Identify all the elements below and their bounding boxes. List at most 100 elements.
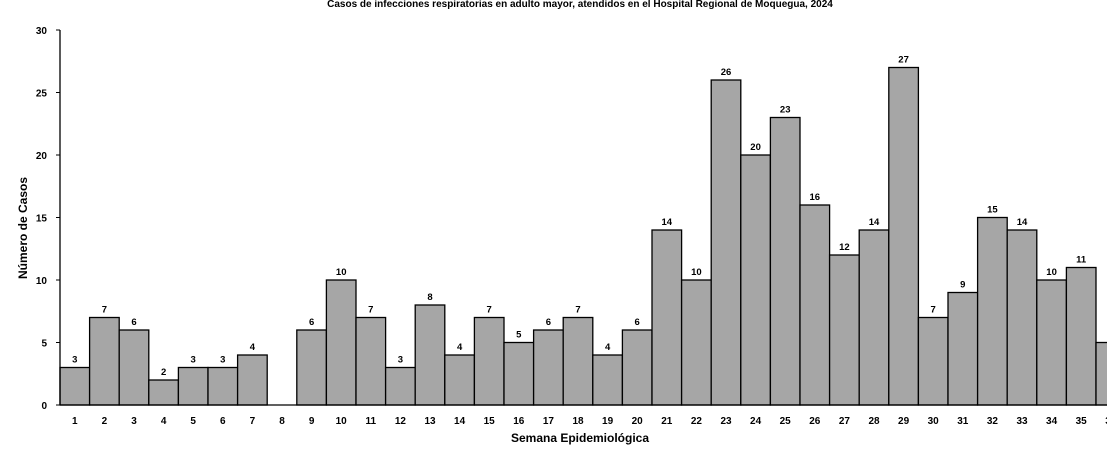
x-tick-label-8: 8: [279, 416, 285, 427]
x-tick-label-20: 20: [632, 416, 644, 427]
bar-week-23: [710, 79, 742, 406]
data-label-week-10: 10: [336, 267, 347, 278]
x-tick-label-12: 12: [395, 416, 407, 427]
bar-week-31: [947, 291, 979, 406]
y-tick-label-5: 5: [41, 339, 47, 350]
bar-week-27: [828, 254, 860, 406]
x-tick-label-10: 10: [336, 416, 348, 427]
data-label-week-20: 6: [635, 317, 640, 328]
x-tick-label-28: 28: [868, 416, 880, 427]
data-label-week-30: 7: [931, 305, 936, 316]
bar-week-15: [473, 316, 505, 406]
x-tick-label-26: 26: [809, 416, 821, 427]
x-tick-label-3: 3: [131, 416, 137, 427]
bar-week-28: [858, 229, 890, 406]
bar-week-32: [976, 216, 1008, 406]
bar-week-30: [917, 316, 949, 406]
x-tick-label-16: 16: [513, 416, 525, 427]
chart-title: Casos de infecciones respiratorias en ad…: [327, 0, 833, 10]
bar-week-12: [384, 366, 416, 406]
x-tick-label-33: 33: [1016, 416, 1028, 427]
data-label-week-27: 12: [839, 242, 850, 253]
data-label-week-28: 14: [869, 217, 880, 228]
x-tick-label-27: 27: [839, 416, 851, 427]
x-tick-label-24: 24: [750, 416, 762, 427]
bar-week-11: [355, 316, 387, 406]
x-axis-ticks: 1 2 3 4 5 6 7 8 9 10 11 12 13 14 15 16 17 18 19 20 21 22 23 24 2…: [72, 416, 1107, 427]
x-tick-label-17: 17: [543, 416, 555, 427]
bar-week-19: [592, 354, 624, 406]
data-label-week-5: 3: [191, 355, 196, 366]
bar-week-20: [621, 329, 653, 406]
data-label-week-18: 7: [575, 305, 580, 316]
x-tick-label-14: 14: [454, 416, 466, 427]
bar-week-3: [118, 329, 150, 406]
x-tick-label-15: 15: [484, 416, 496, 427]
y-axis-title: Número de Casos: [16, 177, 30, 279]
bar-week-34: [1036, 279, 1068, 406]
data-label-week-12: 3: [398, 355, 403, 366]
data-label-week-1: 3: [72, 355, 77, 366]
bar-week-21: [651, 229, 683, 406]
data-label-week-35: 11: [1076, 255, 1087, 266]
data-label-week-25: 23: [780, 105, 791, 116]
data-label-week-4: 2: [161, 367, 166, 378]
x-tick-label-7: 7: [250, 416, 256, 427]
x-tick-label-4: 4: [161, 416, 167, 427]
x-tick-label-9: 9: [309, 416, 315, 427]
bar-week-22: [680, 279, 712, 406]
data-label-week-17: 6: [546, 317, 551, 328]
x-tick-label-30: 30: [928, 416, 940, 427]
bar-week-10: [325, 279, 357, 406]
x-tick-label-36: 36: [1105, 416, 1107, 427]
bar-week-18: [562, 316, 594, 406]
bar-week-5: [177, 366, 209, 406]
x-tick-label-25: 25: [780, 416, 792, 427]
bar-week-25: [769, 116, 801, 406]
x-tick-label-13: 13: [424, 416, 436, 427]
data-label-week-9: 6: [309, 317, 314, 328]
y-tick-label-25: 25: [36, 89, 48, 100]
y-tick-label-10: 10: [36, 276, 48, 287]
x-tick-label-23: 23: [720, 416, 732, 427]
x-tick-label-21: 21: [661, 416, 673, 427]
data-label-week-14: 4: [457, 342, 463, 353]
bar-week-9: [296, 329, 328, 406]
data-label-week-2: 7: [102, 305, 107, 316]
bar-week-2: [88, 316, 120, 406]
x-tick-label-2: 2: [102, 416, 108, 427]
x-tick-label-34: 34: [1046, 416, 1058, 427]
data-label-week-6: 3: [220, 355, 225, 366]
x-tick-label-11: 11: [366, 416, 377, 427]
y-tick-label-30: 30: [36, 26, 48, 37]
bar-week-13: [414, 304, 446, 406]
bar-week-24: [740, 154, 772, 406]
x-tick-label-1: 1: [72, 416, 78, 427]
bar-week-17: [532, 329, 564, 406]
bar-week-1: [59, 366, 91, 406]
data-label-week-32: 15: [987, 205, 998, 216]
data-label-week-31: 9: [960, 280, 965, 291]
y-tick-label-20: 20: [36, 151, 48, 162]
data-label-week-26: 16: [810, 192, 821, 203]
data-label-week-13: 8: [427, 292, 432, 303]
bar-week-29: [888, 66, 920, 406]
data-label-week-19: 4: [605, 342, 611, 353]
bar-week-33: [1006, 229, 1038, 406]
x-tick-label-32: 32: [987, 416, 999, 427]
bar-week-36: [1095, 341, 1107, 406]
data-label-week-15: 7: [487, 305, 492, 316]
data-label-week-3: 6: [131, 317, 136, 328]
x-tick-label-31: 31: [957, 416, 969, 427]
data-label-week-22: 10: [691, 267, 702, 278]
data-label-week-11: 7: [368, 305, 373, 316]
data-label-week-34: 10: [1046, 267, 1057, 278]
bar-week-35: [1065, 266, 1097, 406]
data-label-week-21: 14: [662, 217, 673, 228]
x-tick-label-18: 18: [572, 416, 584, 427]
x-tick-label-5: 5: [190, 416, 196, 427]
bar-week-16: [503, 341, 535, 406]
